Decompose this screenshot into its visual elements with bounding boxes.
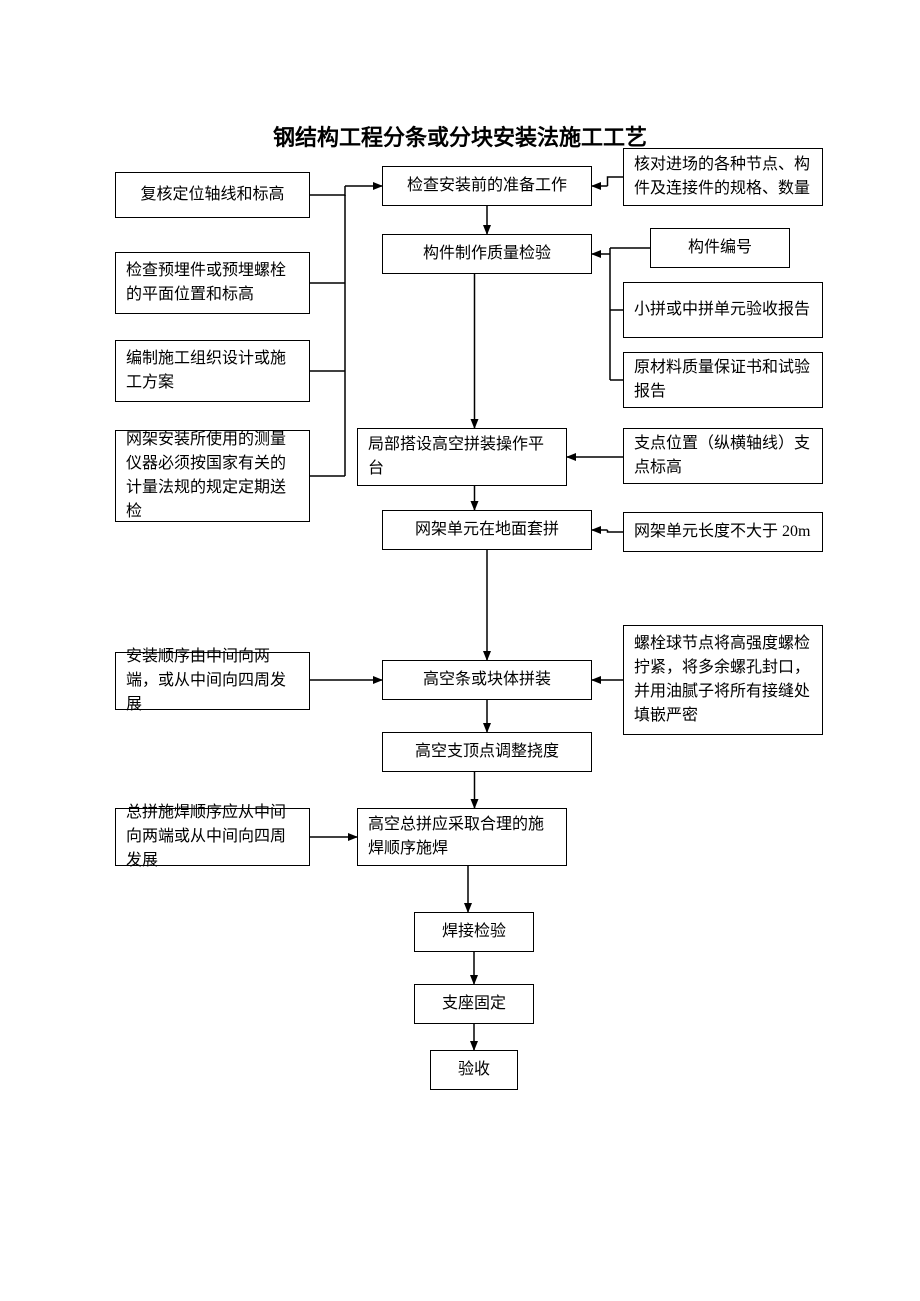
node-c9: 支座固定 xyxy=(414,984,534,1024)
node-c7: 高空总拼应采取合理的施焊顺序施焊 xyxy=(357,808,567,866)
node-l3: 编制施工组织设计或施工方案 xyxy=(115,340,310,402)
diagram-canvas: 钢结构工程分条或分块安装法施工工艺 复核定位轴线和标高检查预埋件或预埋螺栓的平面… xyxy=(0,0,920,1301)
node-c2: 构件制作质量检验 xyxy=(382,234,592,274)
node-r2: 构件编号 xyxy=(650,228,790,268)
node-r5: 支点位置（纵横轴线）支点标高 xyxy=(623,428,823,484)
node-l6: 总拼施焊顺序应从中间向两端或从中间向四周发展 xyxy=(115,808,310,866)
node-r4: 原材料质量保证书和试验报告 xyxy=(623,352,823,408)
node-r6: 网架单元长度不大于 20m xyxy=(623,512,823,552)
node-c8: 焊接检验 xyxy=(414,912,534,952)
node-c10: 验收 xyxy=(430,1050,518,1090)
node-l4: 网架安装所使用的测量仪器必须按国家有关的计量法规的规定定期送检 xyxy=(115,430,310,522)
node-c3: 局部搭设高空拼装操作平台 xyxy=(357,428,567,486)
node-l5: 安装顺序由中间向两端，或从中间向四周发展 xyxy=(115,652,310,710)
node-c5: 高空条或块体拼装 xyxy=(382,660,592,700)
diagram-title: 钢结构工程分条或分块安装法施工工艺 xyxy=(250,120,670,152)
node-l1: 复核定位轴线和标高 xyxy=(115,172,310,218)
node-r7: 螺栓球节点将高强度螺检拧紧，将多余螺孔封口，并用油腻子将所有接缝处填嵌严密 xyxy=(623,625,823,735)
node-l2: 检查预埋件或预埋螺栓的平面位置和标高 xyxy=(115,252,310,314)
node-r1: 核对进场的各种节点、构件及连接件的规格、数量 xyxy=(623,148,823,206)
node-r3: 小拼或中拼单元验收报告 xyxy=(623,282,823,338)
node-c1: 检查安装前的准备工作 xyxy=(382,166,592,206)
node-c4: 网架单元在地面套拼 xyxy=(382,510,592,550)
node-c6: 高空支顶点调整挠度 xyxy=(382,732,592,772)
